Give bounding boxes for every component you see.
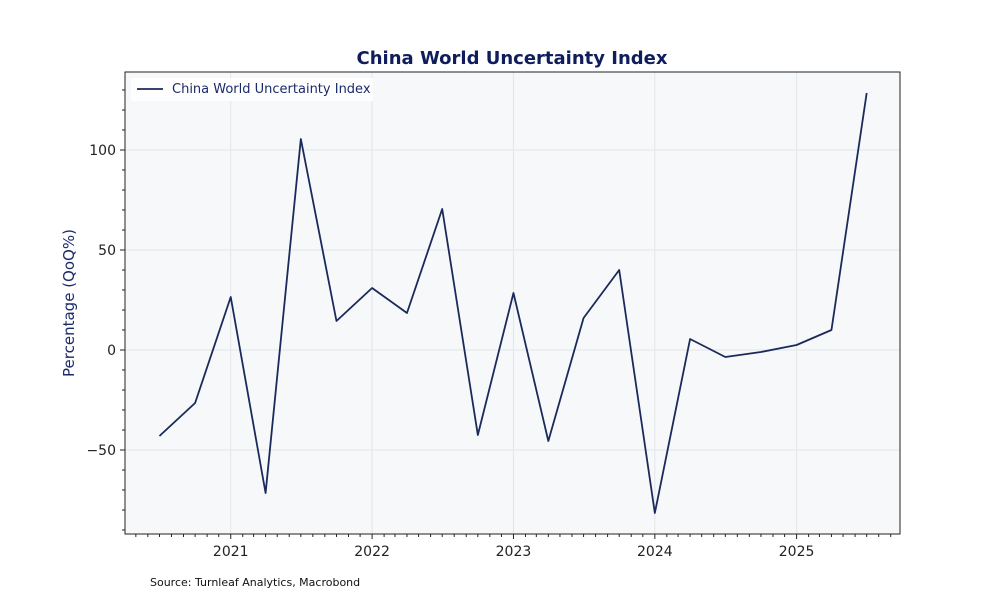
x-tick-label: 2025: [779, 544, 815, 560]
legend-label: China World Uncertainty Index: [172, 82, 371, 97]
y-tick-label: −50: [86, 443, 116, 459]
legend-box: [131, 78, 373, 101]
legend: China World Uncertainty Index: [131, 78, 373, 101]
x-tick-label: 2022: [354, 544, 390, 560]
series-layer: [158, 92, 868, 514]
y-tick-label: 0: [107, 343, 116, 359]
y-tick-label: 50: [98, 243, 116, 259]
grid: [125, 72, 900, 534]
plot-area: [125, 72, 900, 534]
plot-frame: [124, 71, 901, 535]
series-line: [158, 92, 868, 514]
source-note: Source: Turnleaf Analytics, Macrobond: [150, 576, 360, 589]
axes: −50 0 50 100 2021 2022 2023 2024 2025: [86, 89, 892, 560]
y-axis-label: Percentage (QoQ%): [60, 229, 78, 377]
chart-title: China World Uncertainty Index: [357, 48, 668, 69]
x-tick-label: 2024: [637, 544, 673, 560]
x-tick-label: 2021: [213, 544, 249, 560]
x-tick-label: 2023: [496, 544, 532, 560]
y-tick-label: 100: [89, 143, 116, 159]
